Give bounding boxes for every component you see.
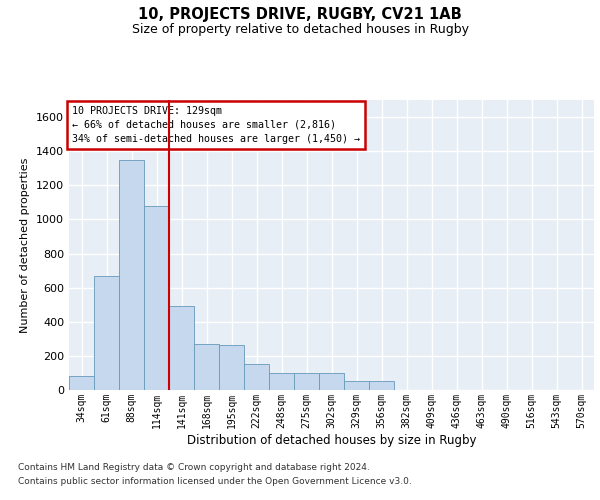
Text: Contains HM Land Registry data © Crown copyright and database right 2024.: Contains HM Land Registry data © Crown c… xyxy=(18,464,370,472)
Text: 10 PROJECTS DRIVE: 129sqm
← 66% of detached houses are smaller (2,816)
34% of se: 10 PROJECTS DRIVE: 129sqm ← 66% of detac… xyxy=(71,106,359,144)
Bar xyxy=(244,364,269,390)
Bar xyxy=(94,276,119,390)
Bar xyxy=(69,376,94,390)
Bar xyxy=(119,160,144,390)
Text: 10, PROJECTS DRIVE, RUGBY, CV21 1AB: 10, PROJECTS DRIVE, RUGBY, CV21 1AB xyxy=(138,8,462,22)
Bar xyxy=(144,206,169,390)
Bar xyxy=(319,373,344,390)
Text: Size of property relative to detached houses in Rugby: Size of property relative to detached ho… xyxy=(131,22,469,36)
Bar xyxy=(344,382,369,390)
Bar xyxy=(169,306,194,390)
Bar xyxy=(269,373,294,390)
Text: Contains public sector information licensed under the Open Government Licence v3: Contains public sector information licen… xyxy=(18,477,412,486)
Y-axis label: Number of detached properties: Number of detached properties xyxy=(20,158,31,332)
Bar xyxy=(194,344,219,390)
X-axis label: Distribution of detached houses by size in Rugby: Distribution of detached houses by size … xyxy=(187,434,476,446)
Bar xyxy=(294,373,319,390)
Bar xyxy=(219,345,244,390)
Bar xyxy=(369,382,394,390)
